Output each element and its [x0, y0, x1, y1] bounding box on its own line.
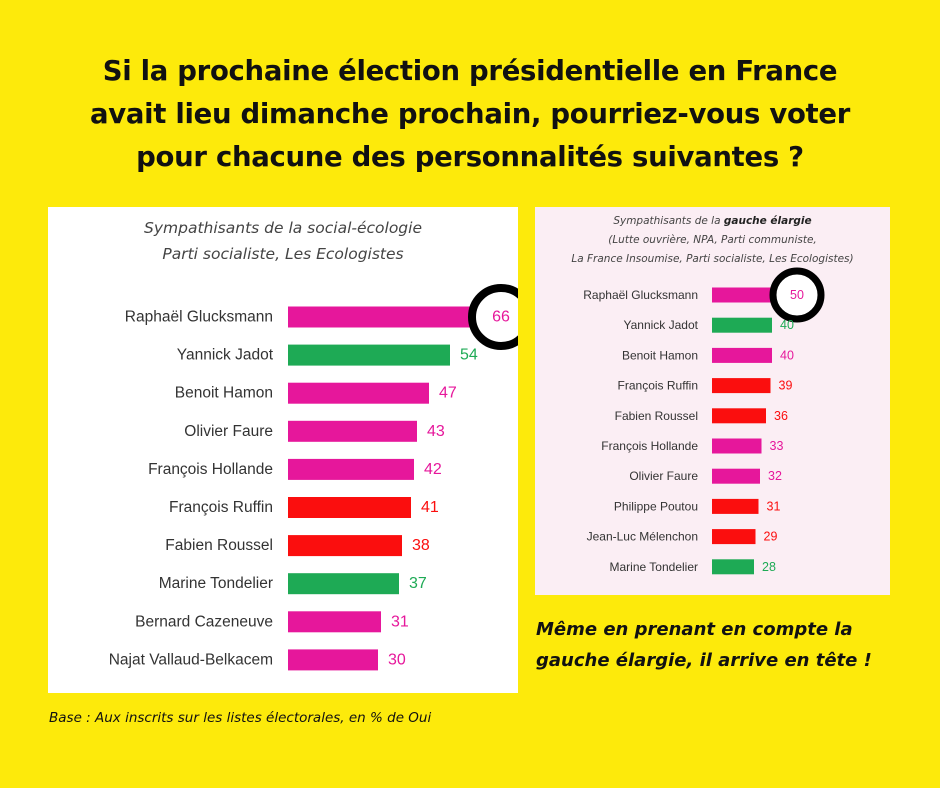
bar-chart-social-ecologie: Raphaël Glucksmann 66 Yannick Jadot 54 Benoi… — [109, 284, 518, 671]
category-label: Raphaël Glucksmann — [583, 288, 698, 302]
category-label: Olivier Faure — [184, 423, 273, 440]
chart-subtitle: La France Insoumise, Parti socialiste, L… — [571, 253, 854, 265]
category-label: Benoit Hamon — [175, 385, 273, 402]
category-label: Philippe Poutou — [614, 499, 698, 513]
headline-line: avait lieu dimanche prochain, pourriez-v… — [89, 98, 851, 130]
data-label: 54 — [460, 347, 478, 364]
data-label: 37 — [409, 575, 427, 592]
data-label: 47 — [439, 385, 457, 402]
category-label: François Hollande — [601, 439, 698, 453]
data-label: 30 — [388, 651, 406, 668]
category-label: François Ruffin — [618, 379, 698, 393]
category-label: Benoit Hamon — [622, 348, 698, 362]
bar — [288, 535, 402, 557]
category-label: Najat Vallaud-Belkacem — [109, 651, 273, 668]
data-label: 42 — [424, 461, 442, 478]
headline-line: pour chacune des personnalités suivantes… — [136, 141, 804, 173]
callout-line: Même en prenant en compte la — [536, 619, 853, 640]
data-label: 50 — [790, 288, 804, 302]
category-label: Fabien Roussel — [165, 537, 273, 554]
category-label: Marine Tondelier — [610, 560, 699, 574]
category-label: François Hollande — [148, 461, 273, 478]
bar — [712, 529, 756, 545]
bar — [712, 378, 771, 394]
data-label: 40 — [780, 318, 794, 332]
base-footnote: Base : Aux inscrits sur les listes élect… — [49, 710, 432, 726]
category-label: François Ruffin — [169, 499, 273, 516]
category-label: Olivier Faure — [629, 469, 698, 483]
data-label: 38 — [412, 537, 430, 554]
bar — [712, 498, 759, 514]
category-label: Bernard Cazeneuve — [135, 613, 273, 630]
bar — [288, 458, 414, 480]
data-label: 36 — [774, 409, 788, 423]
bar — [712, 347, 772, 363]
data-label: 31 — [391, 613, 409, 630]
chart-subtitle: Sympathisants de la gauche élargie — [613, 215, 812, 227]
bar — [288, 611, 381, 633]
chart-subtitle: (Lutte ouvrière, NPA, Parti communiste, — [608, 234, 817, 246]
callout-note: Même en prenant en compte la gauche élar… — [536, 614, 916, 676]
chart-panel-gauche-elargie: Sympathisants de la gauche élargie (Lutt… — [535, 207, 890, 595]
category-label: Yannick Jadot — [177, 347, 274, 364]
chart-subtitle: Parti socialiste, Les Ecologistes — [162, 245, 404, 263]
category-label: Raphaël Glucksmann — [125, 309, 273, 326]
category-label: Jean-Luc Mélenchon — [587, 530, 698, 544]
data-label: 33 — [770, 439, 784, 453]
category-label: Fabien Roussel — [615, 409, 698, 423]
bar — [712, 468, 760, 484]
bar — [712, 408, 766, 424]
callout-line: gauche élargie, il arrive en tête ! — [536, 650, 872, 671]
bar — [288, 382, 429, 404]
category-label: Marine Tondelier — [159, 575, 273, 592]
chart-subtitle-bold: gauche élargie — [723, 215, 812, 227]
bar — [288, 573, 399, 595]
bar — [288, 306, 486, 328]
data-label: 40 — [780, 348, 794, 362]
bar — [712, 438, 762, 454]
chart-panel-social-ecologie: Sympathisants de la social-écologie Part… — [48, 207, 518, 693]
bar — [288, 497, 411, 518]
headline-line: Si la prochaine élection présidentielle … — [102, 55, 838, 87]
bar — [288, 420, 417, 442]
data-label: 29 — [764, 530, 778, 544]
bar — [288, 344, 450, 366]
category-label: Yannick Jadot — [624, 318, 699, 332]
bar — [712, 287, 787, 303]
data-label: 28 — [762, 560, 776, 574]
data-label: 66 — [492, 309, 510, 326]
highlight-ring — [468, 284, 518, 350]
data-label: 39 — [779, 379, 793, 393]
bar — [712, 317, 772, 333]
bar — [288, 649, 378, 671]
bar — [712, 559, 754, 575]
data-label: 31 — [767, 499, 781, 513]
bar-chart-gauche-elargie: Raphaël Glucksmann 50 Yannick Jadot 40 Benoi… — [583, 267, 825, 575]
data-label: 43 — [427, 423, 445, 440]
headline: Si la prochaine élection présidentielle … — [40, 50, 900, 179]
data-label: 32 — [768, 469, 782, 483]
chart-subtitle: Sympathisants de la social-écologie — [144, 219, 422, 237]
data-label: 41 — [421, 499, 439, 516]
highlight-ring — [769, 267, 825, 323]
